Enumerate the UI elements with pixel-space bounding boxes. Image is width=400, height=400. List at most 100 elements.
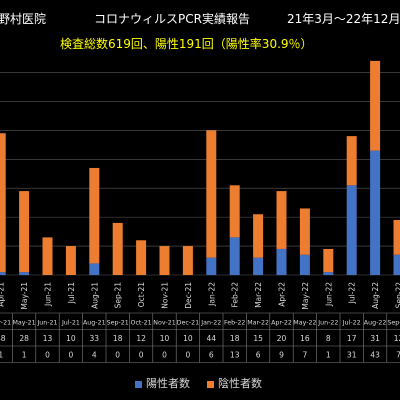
- bar-positive-Jan-22: [206, 257, 217, 275]
- legend-negative-swatch: [207, 380, 214, 388]
- table-month-cell: Sep-21: [107, 319, 129, 326]
- table-negative-cell: 10: [66, 334, 76, 343]
- bar-positive-May-21: [19, 272, 30, 275]
- table-negative-cell: 17: [347, 334, 357, 343]
- x-tick-label: Sep-22: [395, 282, 400, 309]
- title-report: コロナウィルスPCR実績報告: [94, 12, 250, 26]
- legend: 陽性者数 陰性者数: [0, 375, 400, 395]
- bar-negative-Feb-22: [229, 185, 240, 238]
- x-tick-label: Jul-22: [348, 282, 357, 305]
- title-period: 21年3月～22年12月: [287, 12, 400, 26]
- bar-positive-Jul-22: [346, 185, 357, 275]
- bar-positive-May-22: [299, 254, 310, 275]
- table-positive-cell: 6: [209, 350, 214, 359]
- bar-negative-May-22: [299, 208, 310, 255]
- table-month-cell: Oct-21: [131, 319, 152, 326]
- bar-positive-Apr-21: [0, 272, 6, 275]
- table-month-cell: Sep-22: [387, 319, 400, 326]
- table-month-cell: May-22: [293, 319, 316, 326]
- table-month-cell: Jan-22: [200, 319, 221, 326]
- legend-positive-label: 陽性者数: [146, 377, 190, 390]
- bar-positive-Jun-22: [323, 272, 334, 275]
- x-tick-label: Feb-22: [231, 282, 240, 308]
- table-positive-cell: 6: [256, 350, 261, 359]
- table-month-cell: Dec-21: [177, 319, 199, 326]
- table-positive-cell: 0: [162, 350, 167, 359]
- legend-negative: 陰性者数: [207, 375, 262, 391]
- chart-subtitle: 検査総数619回、陽性191回（陽性率30.9％）: [60, 37, 313, 51]
- table-positive-cell: 31: [347, 350, 357, 359]
- table-month-cell: Mar-22: [247, 319, 269, 326]
- table-negative-cell: 8: [326, 334, 331, 343]
- bar-positive-Apr-22: [276, 248, 287, 275]
- x-tick-label: Oct-21: [137, 282, 146, 307]
- bar-negative-Mar-22: [253, 214, 264, 258]
- table-month-cell: Jun-22: [317, 319, 338, 326]
- table-month-cell: Nov-21: [153, 319, 175, 326]
- table-month-cell: Jul-21: [61, 319, 80, 326]
- table-positive-cell: 0: [45, 350, 50, 359]
- table-negative-cell: 33: [90, 334, 100, 343]
- table-negative-cell: 28: [19, 334, 29, 343]
- table-negative-cell: 18: [113, 334, 123, 343]
- table-positive-cell: 7: [396, 350, 400, 359]
- table-month-cell: Jun-21: [36, 319, 57, 326]
- table-negative-cell: 16: [300, 334, 310, 343]
- table-positive-cell: 43: [370, 350, 380, 359]
- bar-negative-Jun-22: [323, 248, 334, 273]
- table-negative-cell: 44: [207, 334, 217, 343]
- bar-positive-Aug-21: [89, 263, 100, 275]
- table-positive-cell: 0: [69, 350, 74, 359]
- x-tick-label: Apr-22: [278, 282, 287, 307]
- bar-positive-Mar-22: [253, 257, 264, 275]
- bar-positive-Aug-22: [370, 150, 381, 275]
- x-tick-label: Sep-21: [114, 282, 123, 309]
- legend-negative-label: 陰性者数: [218, 377, 262, 390]
- table-positive-cell: 7: [303, 350, 308, 359]
- x-tick-label: May-22: [301, 282, 310, 310]
- x-tick-label: Jan-22: [207, 282, 216, 307]
- bar-negative-Nov-21: [159, 246, 170, 275]
- bar-negative-Jul-22: [346, 136, 357, 186]
- legend-positive-swatch: [135, 380, 142, 388]
- table-month-cell: May-21: [12, 319, 35, 326]
- table-positive-cell: 9: [279, 350, 284, 359]
- table-month-cell: Feb-22: [224, 319, 245, 326]
- x-tick-label: Jul-21: [67, 282, 76, 305]
- table-negative-cell: 48: [0, 334, 6, 343]
- table-month-cell: Aug-21: [83, 319, 106, 326]
- table-positive-cell: 4: [92, 350, 97, 359]
- title-clinic: 野村医院: [0, 12, 47, 26]
- bar-negative-Jan-22: [206, 130, 217, 258]
- bar-negative-Dec-21: [182, 246, 193, 275]
- x-tick-label: Dec-21: [184, 282, 193, 309]
- x-tick-label: Nov-21: [161, 282, 170, 309]
- bar-negative-Jun-21: [42, 237, 53, 275]
- bar-negative-Sep-22: [393, 220, 400, 255]
- bar-negative-May-21: [19, 191, 30, 273]
- table-negative-cell: 18: [230, 334, 240, 343]
- legend-positive: 陽性者数: [135, 375, 190, 391]
- x-tick-label: Apr-21: [0, 282, 6, 307]
- bar-negative-Jul-21: [65, 246, 76, 275]
- table-negative-cell: 20: [277, 334, 287, 343]
- table-positive-cell: 13: [230, 350, 240, 359]
- table-positive-cell: 0: [139, 350, 144, 359]
- x-tick-label: Aug-22: [371, 282, 380, 309]
- bar-negative-Apr-21: [0, 133, 6, 273]
- table-negative-cell: 10: [183, 334, 193, 343]
- table-month-cell: Apr-22: [271, 319, 292, 326]
- x-tick-label: Mar-22: [254, 282, 263, 308]
- table-positive-cell: 0: [186, 350, 191, 359]
- table-positive-cell: 1: [326, 350, 331, 359]
- bar-positive-Sep-22: [393, 254, 400, 275]
- bar-negative-Sep-21: [112, 222, 123, 275]
- x-tick-label: Aug-21: [90, 282, 99, 309]
- table-positive-cell: 1: [0, 350, 3, 359]
- bar-negative-Aug-21: [89, 167, 100, 264]
- table-month-cell: Apr-21: [0, 319, 11, 326]
- table-negative-cell: 13: [43, 334, 53, 343]
- bar-negative-Oct-21: [136, 240, 147, 275]
